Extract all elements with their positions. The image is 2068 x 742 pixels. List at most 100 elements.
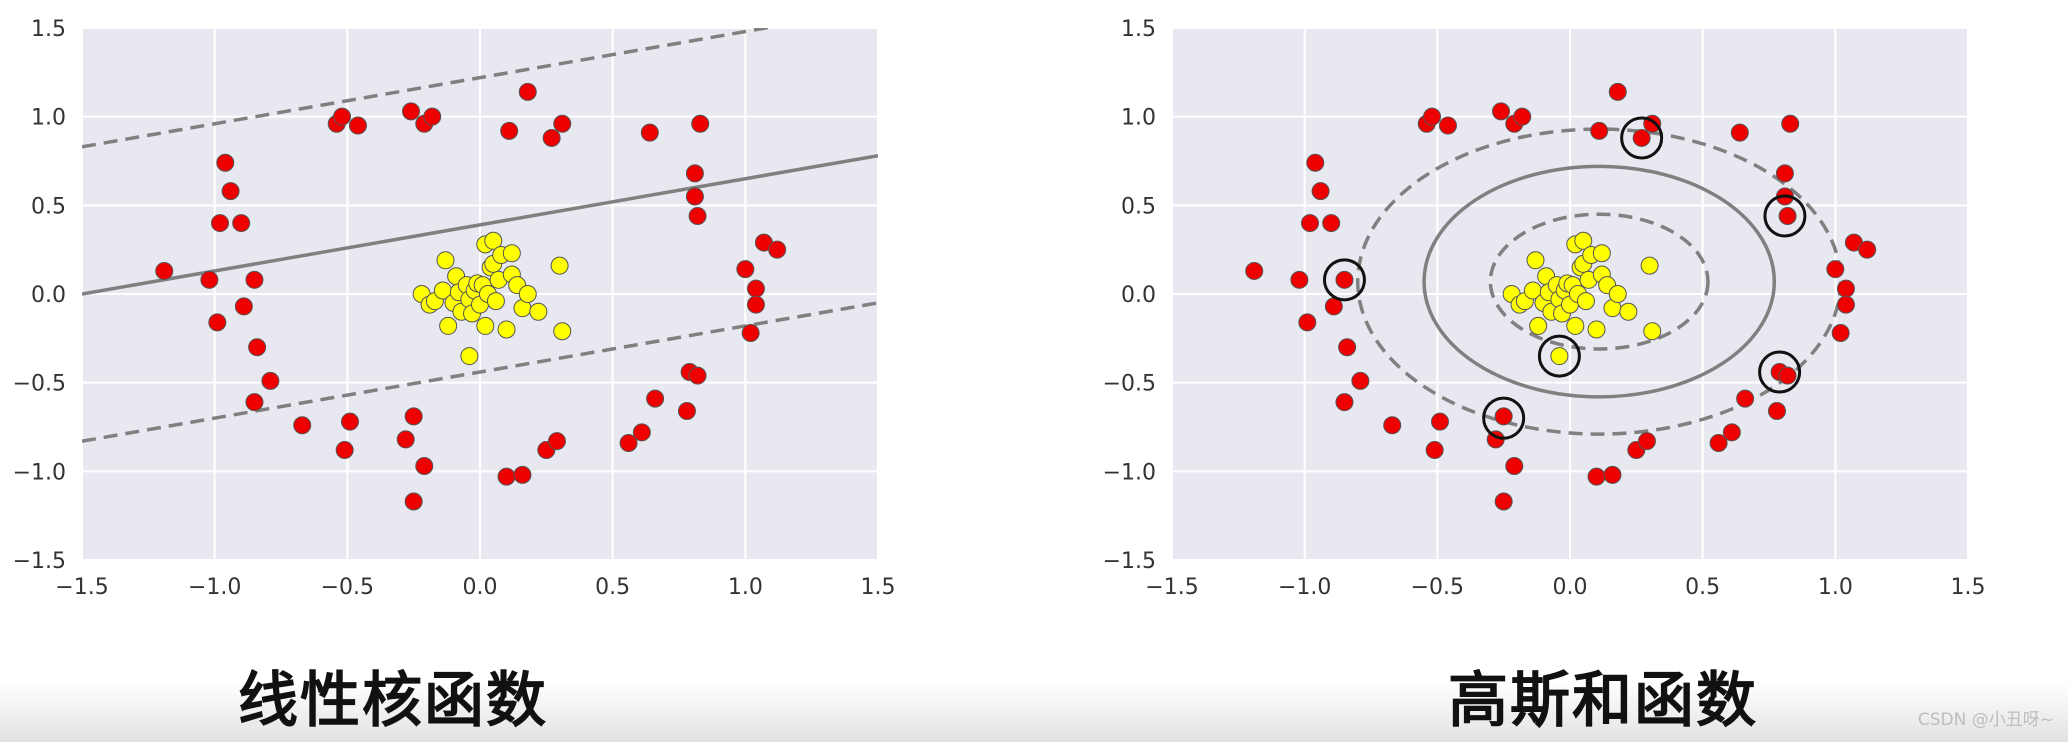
yellow-point: [1566, 316, 1585, 335]
plot-area: [82, 28, 878, 511]
red-point: [1335, 270, 1354, 289]
red-point: [1836, 279, 1855, 298]
y-tick-label: 0.5: [1121, 194, 1156, 219]
plot-area: [1245, 82, 1877, 511]
red-point: [402, 102, 421, 121]
red-point: [500, 121, 519, 140]
x-tick-label: 0.0: [1553, 575, 1588, 600]
red-point: [1383, 416, 1402, 435]
x-tick-label: −0.5: [321, 575, 374, 600]
red-point: [1831, 324, 1850, 343]
red-point: [677, 402, 696, 421]
red-point: [1513, 107, 1532, 126]
red-point: [513, 465, 532, 484]
y-tick-label: −1.5: [1103, 549, 1156, 574]
red-point: [1709, 433, 1728, 452]
left-chart-caption: 线性核函数: [238, 666, 548, 736]
red-point: [1730, 123, 1749, 142]
yellow-point: [553, 322, 572, 341]
red-point: [293, 416, 312, 435]
red-point: [1736, 389, 1755, 408]
red-point: [155, 261, 174, 280]
support-vector-circle: [1763, 194, 1807, 238]
y-tick-label: −1.5: [13, 549, 66, 574]
red-point: [1338, 338, 1357, 357]
support-vector-circle: [1482, 396, 1526, 440]
x-tick-label: 1.0: [1818, 575, 1853, 600]
yellow-point: [1550, 347, 1569, 366]
red-point: [234, 297, 253, 316]
red-point: [248, 338, 267, 357]
watermark: CSDN @小丑呀~: [1917, 710, 2054, 730]
decision-boundary-line: [82, 153, 878, 296]
yellow-point: [1529, 316, 1548, 335]
red-point: [640, 123, 659, 142]
x-tick-label: −0.5: [1411, 575, 1464, 600]
yellow-point: [1576, 292, 1595, 311]
red-point: [221, 182, 240, 201]
red-point: [1335, 393, 1354, 412]
y-tick-label: −1.0: [13, 460, 66, 485]
red-point: [1858, 240, 1877, 259]
red-point: [1637, 432, 1656, 451]
red-point: [768, 240, 787, 259]
red-point: [632, 423, 651, 442]
y-tick-label: 1.5: [1121, 17, 1156, 42]
support-vector-circle: [1322, 258, 1366, 302]
yellow-point: [1640, 256, 1659, 275]
yellow-point: [518, 285, 537, 303]
yellow-point: [1587, 320, 1606, 339]
red-point: [619, 433, 638, 452]
red-point: [688, 206, 707, 225]
red-point: [208, 313, 227, 332]
red-point: [1438, 116, 1457, 135]
red-point: [1423, 107, 1442, 126]
red-point: [415, 457, 434, 476]
bottom-fade: [0, 682, 2068, 742]
yellow-point: [1643, 322, 1662, 341]
red-point: [1494, 492, 1513, 511]
rbf-kernel-chart: −1.5−1.5 −1.0 −1.0 −0.5 −0.5 0.0 0.0 0.5 0.5 1.0 1…: [1103, 17, 1986, 600]
red-point: [542, 128, 561, 147]
red-point: [404, 492, 423, 511]
yellow-point: [502, 244, 521, 263]
red-point: [1781, 114, 1800, 133]
support-vector-circle: [1537, 334, 1581, 378]
x-tick-label: 0.5: [1685, 575, 1720, 600]
red-point: [348, 116, 367, 135]
red-point: [518, 82, 537, 101]
red-point: [646, 389, 665, 408]
yellow-point: [1608, 285, 1627, 303]
red-point: [1322, 214, 1341, 233]
yellow-point: [529, 302, 548, 321]
red-point: [1245, 261, 1264, 280]
y-tick-label: 1.0: [1121, 106, 1156, 131]
y-tick-label: 0.0: [1121, 283, 1156, 308]
red-point: [1590, 121, 1609, 140]
y-tick-label: −1.0: [1103, 460, 1156, 485]
red-point: [396, 430, 415, 449]
red-point: [210, 214, 229, 233]
red-point: [1306, 153, 1325, 172]
yellow-point: [1574, 231, 1593, 250]
x-tick-label: −1.5: [1145, 575, 1198, 600]
red-point: [200, 270, 219, 289]
x-tick-label: 1.5: [1951, 575, 1986, 600]
x-tick-label: 0.0: [463, 575, 498, 600]
y-tick-label: 0.5: [31, 194, 66, 219]
yellow-point: [550, 256, 569, 275]
red-point: [261, 371, 280, 390]
red-point: [1836, 295, 1855, 314]
yellow-point: [439, 316, 458, 335]
yellow-point: [436, 251, 455, 270]
red-point: [1505, 457, 1524, 476]
yellow-point: [484, 231, 503, 250]
red-point: [1300, 214, 1319, 233]
red-point: [1767, 402, 1786, 421]
boundary-ellipse: [1422, 164, 1777, 399]
red-point: [1311, 182, 1330, 201]
red-point: [1778, 366, 1797, 385]
support-vector-circle: [1758, 350, 1802, 394]
x-tick-label: 1.5: [861, 575, 896, 600]
red-point: [1430, 412, 1449, 431]
